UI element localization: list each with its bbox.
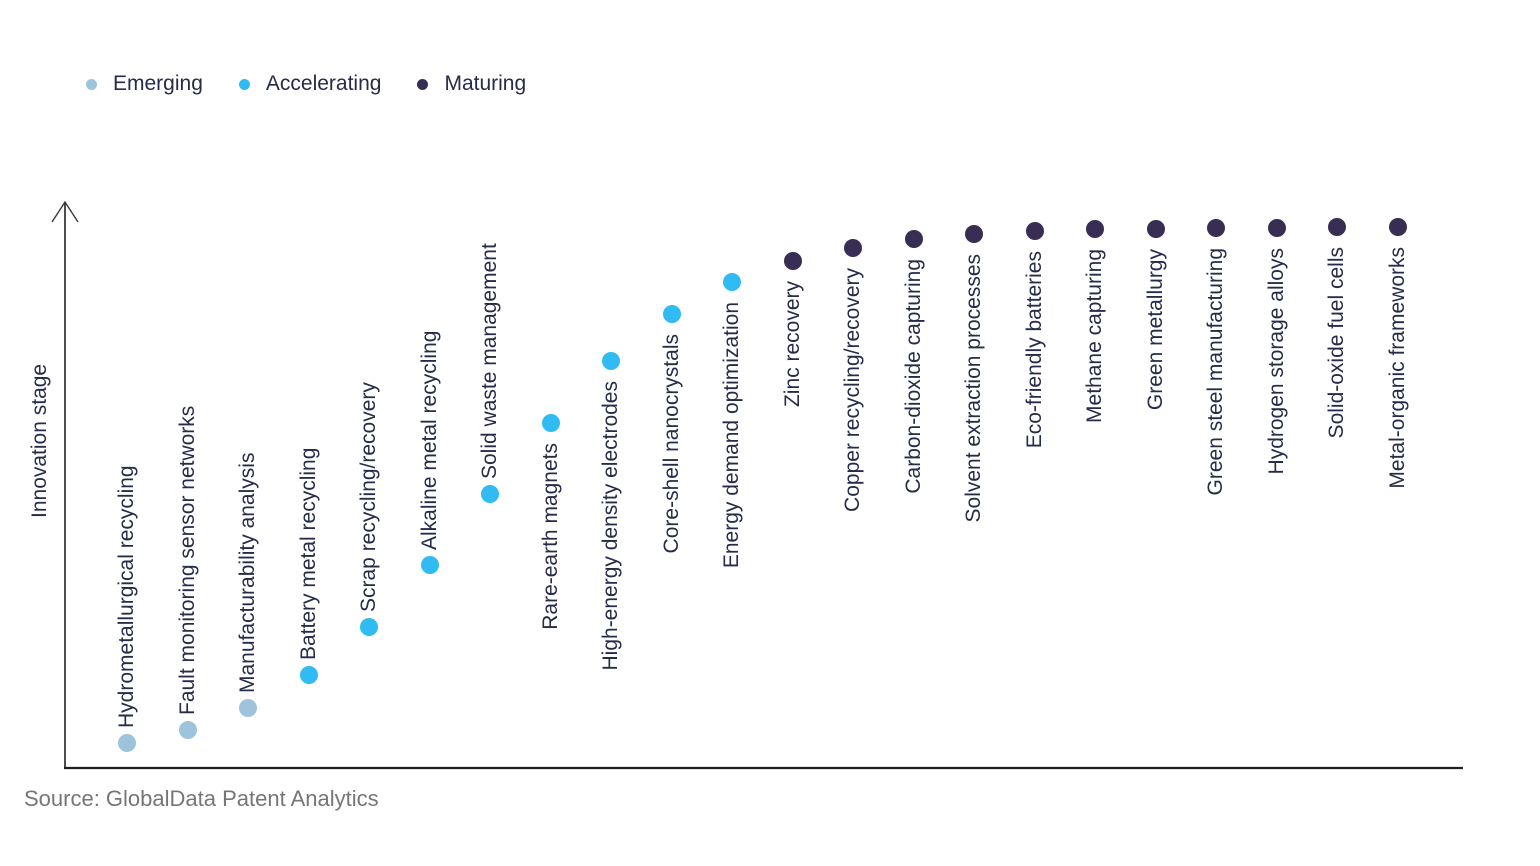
data-point-label: Copper recycling/recovery xyxy=(841,268,865,513)
data-point-dot xyxy=(1267,219,1286,238)
data-point-label: Green steel manufacturing xyxy=(1204,248,1228,496)
legend-item-label: Accelerating xyxy=(265,72,382,95)
data-point-label: Metal-organic frameworks xyxy=(1385,247,1409,489)
legend-item-accelerating: Accelerating xyxy=(238,72,382,96)
data-point-label: Hydrogen storage alloys xyxy=(1264,248,1288,475)
data-point-label: Alkaline metal recycling xyxy=(417,330,441,551)
data-point-dot xyxy=(118,734,136,753)
data-point-label: Solid waste management xyxy=(478,243,502,480)
data-point-dot xyxy=(723,273,742,292)
data-point-dot xyxy=(783,252,802,271)
data-point-label: High-energy density electrodes xyxy=(599,381,623,671)
data-point-label: Green metallurgy xyxy=(1143,249,1167,411)
data-point-dot xyxy=(602,352,621,371)
data-point-label: Core-shell nanocrystals xyxy=(659,334,683,554)
data-point-label: Solvent extraction processes xyxy=(962,254,986,523)
data-point-dot xyxy=(662,305,681,324)
data-point-label: Manufacturability analysis xyxy=(236,452,260,693)
source-note: Source: GlobalData Patent Analytics xyxy=(24,786,379,811)
data-point-dot xyxy=(1207,219,1226,238)
data-point-dot xyxy=(299,665,318,684)
legend-item-emerging: Emerging xyxy=(86,72,203,96)
legend: Emerging Accelerating Maturing xyxy=(86,68,526,100)
data-point-dot xyxy=(481,485,500,504)
data-point-label: Fault monitoring sensor networks xyxy=(175,405,199,716)
legend-item-maturing: Maturing xyxy=(417,72,526,96)
data-point-dot xyxy=(844,239,863,258)
data-point-dot xyxy=(1086,220,1105,239)
data-point-label: Scrap recycling/recovery xyxy=(357,381,381,612)
data-point-dot xyxy=(1146,220,1165,239)
data-point-dot xyxy=(420,556,439,575)
data-point-dot xyxy=(1388,218,1407,236)
data-point-dot xyxy=(360,617,379,636)
legend-dot-icon xyxy=(86,78,97,90)
legend-item-label: Emerging xyxy=(113,72,203,95)
data-point-label: Rare-earth magnets xyxy=(538,442,562,630)
data-point-label: Battery metal recycling xyxy=(296,447,320,660)
data-point-dot xyxy=(1025,221,1044,240)
legend-dot-icon xyxy=(238,78,250,90)
data-point-label: Energy demand optimization xyxy=(720,302,744,569)
data-point-label: Carbon-dioxide capturing xyxy=(901,258,925,494)
data-point-dot xyxy=(178,721,197,740)
data-point-label: Methane capturing xyxy=(1083,249,1107,424)
data-point-dot xyxy=(1328,218,1347,236)
y-axis-arrow-icon xyxy=(51,200,79,223)
data-point-label: Zinc recovery xyxy=(780,281,804,408)
legend-dot-icon xyxy=(417,78,429,90)
data-point-label: Solid-oxide fuel cells xyxy=(1325,247,1349,439)
y-axis-title: Innovation stage xyxy=(28,363,51,518)
data-point-dot xyxy=(904,229,923,248)
legend-item-label: Maturing xyxy=(444,72,527,95)
data-point-label: Eco-friendly batteries xyxy=(1022,250,1046,449)
data-point-label: Hydrometallurgical recycling xyxy=(115,465,138,729)
data-point-dot xyxy=(965,225,984,244)
data-point-dot xyxy=(541,413,560,432)
data-point-dot xyxy=(239,698,258,717)
